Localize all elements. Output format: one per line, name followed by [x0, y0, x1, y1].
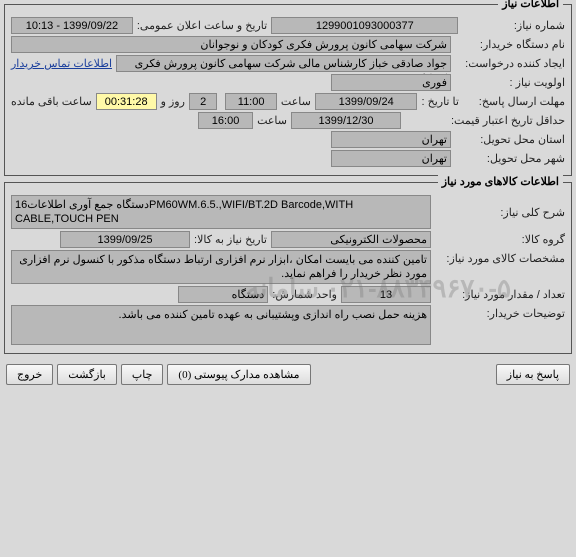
- unit-label: واحد شمارش:: [272, 288, 337, 301]
- spec-label: مشخصات کالای مورد نیاز:: [435, 250, 565, 265]
- goods-date: 1399/09/25: [60, 231, 190, 248]
- buyer-notes-label: توضیحات خریدار:: [435, 305, 565, 320]
- panel-title: اطلاعات نیاز: [498, 0, 563, 10]
- time-label-1: ساعت: [281, 95, 311, 108]
- buyer-notes: هزینه حمل نصب راه اندازی وپشتیبانی به عه…: [11, 305, 431, 345]
- buyer-org-value: شرکت سهامی کانون پرورش فکری کودکان و نوج…: [11, 36, 451, 53]
- delivery-city-label: شهر محل تحویل:: [455, 152, 565, 165]
- group-value: محصولات الکترونیکی: [271, 231, 431, 248]
- panel2-title: اطلاعات کالاهای مورد نیاز: [438, 175, 563, 188]
- credit-date: 1399/12/30: [291, 112, 401, 129]
- print-button[interactable]: چاپ: [121, 364, 164, 385]
- exit-button[interactable]: خروج: [6, 364, 53, 385]
- goods-date-label: تاریخ نیاز به کالا:: [194, 233, 267, 246]
- button-bar: خروج بازگشت چاپ مشاهده مدارک پیوستی (0) …: [4, 360, 572, 389]
- days-label: روز و: [161, 95, 185, 108]
- buyer-org-label: نام دستگاه خریدار:: [455, 38, 565, 51]
- group-label: گروه کالا:: [435, 233, 565, 246]
- announce-value: 1399/09/22 - 10:13: [11, 17, 133, 34]
- delivery-city: تهران: [331, 150, 451, 167]
- days-value: 2: [189, 93, 217, 110]
- deadline-time: 11:00: [225, 93, 277, 110]
- time-label-2: ساعت: [257, 114, 287, 127]
- spec-value: تامین کننده می بایست امکان ،ابزار نرم اف…: [11, 250, 431, 284]
- respond-button[interactable]: پاسخ به نیاز: [496, 364, 570, 385]
- countdown: 00:31:28: [96, 93, 157, 110]
- desc-label: شرح کلی نیاز:: [435, 206, 565, 219]
- delivery-province: تهران: [331, 131, 451, 148]
- priority-label: اولویت نیاز :: [455, 76, 565, 89]
- goods-info-panel: اطلاعات کالاهای مورد نیاز شرح کلی نیاز: …: [4, 182, 572, 354]
- deadline-label: مهلت ارسال پاسخ:: [463, 95, 565, 108]
- delivery-province-label: استان محل تحویل:: [455, 133, 565, 146]
- remain-label: ساعت باقی مانده: [11, 95, 92, 108]
- contact-link[interactable]: اطلاعات تماس خریدار: [11, 57, 112, 70]
- requester-label: ایجاد کننده درخواست:: [455, 57, 565, 70]
- need-no-value: 1299001093000377: [271, 17, 458, 34]
- qty-label: تعداد / مقدار مورد نیاز:: [435, 288, 565, 301]
- qty-value: 13: [341, 286, 431, 303]
- announce-label: تاریخ و ساعت اعلان عمومی:: [137, 19, 267, 32]
- attachments-button[interactable]: مشاهده مدارک پیوستی (0): [167, 364, 310, 385]
- need-no-label: شماره نیاز:: [462, 19, 565, 32]
- back-button[interactable]: بازگشت: [57, 364, 117, 385]
- credit-time: 16:00: [198, 112, 253, 129]
- priority-value: فوری: [331, 74, 451, 91]
- desc-value: 16دستگاه جمع آوری اطلاعاتPM60WM.6.5.,WIF…: [11, 195, 431, 229]
- credit-label: حداقل تاریخ اعتبار قیمت:: [455, 114, 565, 127]
- need-info-panel: اطلاعات نیاز شماره نیاز: 129900109300037…: [4, 4, 572, 176]
- deadline-date: 1399/09/24: [315, 93, 418, 110]
- unit-value: دستگاه: [178, 286, 268, 303]
- requester-value: جواد صادقی خباز کارشناس مالی شرکت سهامی …: [116, 55, 451, 72]
- deadline-to-label: تا تاریخ :: [421, 95, 458, 108]
